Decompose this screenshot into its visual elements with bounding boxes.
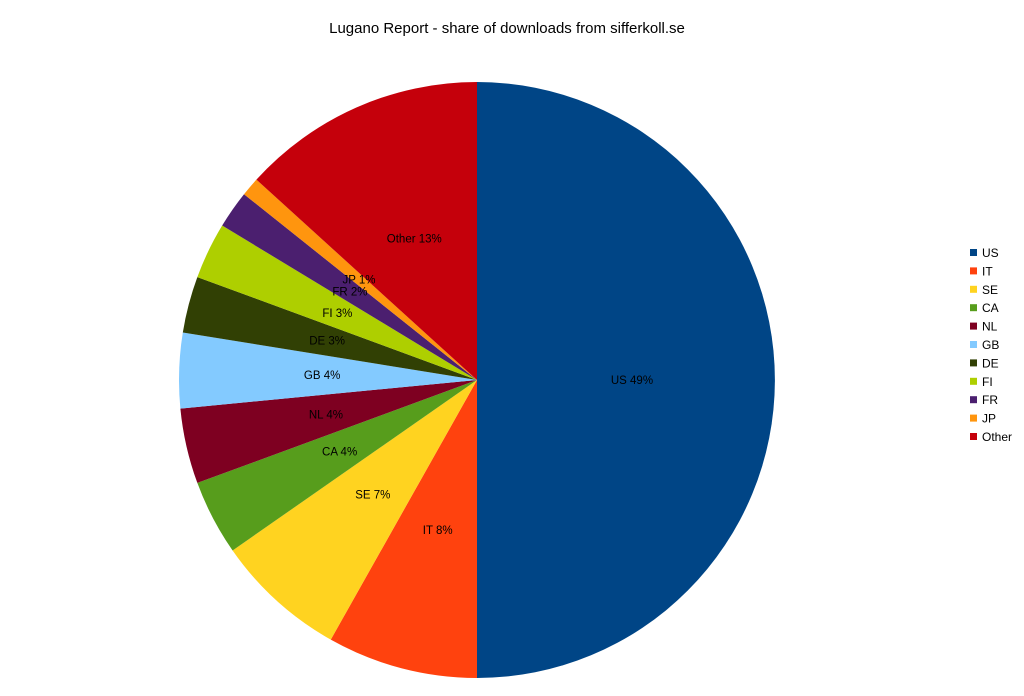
chart-title: Lugano Report - share of downloads from … <box>329 20 685 37</box>
legend-swatch-jp <box>970 414 977 422</box>
legend-label-se: SE <box>982 283 998 297</box>
pie-slice-se <box>232 380 477 640</box>
legend-label-gb: GB <box>982 338 999 352</box>
slice-label-fr: FR 2% <box>332 286 367 298</box>
legend-label-fi: FI <box>982 375 993 389</box>
slice-label-de: DE 3% <box>309 336 345 348</box>
slice-label-ca: CA 4% <box>322 447 357 459</box>
legend-label-us: US <box>982 246 999 260</box>
pie-slice-it <box>330 380 477 678</box>
legend-label-ca: CA <box>982 301 999 315</box>
legend-swatch-it <box>970 267 977 275</box>
legend-swatch-nl <box>970 322 977 330</box>
pie-slice-gb <box>178 332 477 409</box>
legend-swatch-gb <box>970 341 977 348</box>
legend: US IT SE CA NL GB DE FI FR JP Other <box>970 246 1012 444</box>
legend-label-it: IT <box>982 264 993 278</box>
pie-slice-jp <box>244 179 477 380</box>
slice-label-us: US 49% <box>611 375 653 387</box>
slice-label-other: Other 13% <box>387 233 442 245</box>
slice-label-se: SE 7% <box>355 490 390 502</box>
slice-label-fi: FI 3% <box>322 308 352 320</box>
legend-swatch-other <box>970 433 977 440</box>
pie-slice-de <box>182 277 477 380</box>
legend-label-other: Other <box>982 430 1012 444</box>
slice-labels: US 49% IT 8% SE 7% CA 4% NL 4% GB 4% DE 3% FI 3… <box>304 233 653 537</box>
legend-label-fr: FR <box>982 393 998 407</box>
slice-label-it: IT 8% <box>423 525 453 537</box>
legend-label-de: DE <box>982 356 999 370</box>
legend-swatch-ca <box>970 304 977 312</box>
legend-swatch-se <box>970 285 977 293</box>
legend-label-jp: JP <box>982 412 996 426</box>
pie-slice-ca <box>197 380 477 551</box>
legend-label-nl: NL <box>982 320 998 334</box>
slice-label-jp: JP 1% <box>342 275 375 287</box>
pie-slice-other <box>256 82 477 380</box>
pie-slice-fr <box>222 194 477 380</box>
pie-slice-fi <box>197 225 477 380</box>
pie-slices <box>178 82 775 678</box>
legend-swatch-fr <box>970 396 977 404</box>
pie-slice-us <box>477 82 775 678</box>
legend-swatch-fi <box>970 377 977 385</box>
legend-swatch-us <box>970 249 977 256</box>
slice-label-nl: NL 4% <box>309 409 343 421</box>
pie-slice-nl <box>180 380 478 483</box>
legend-swatch-de <box>970 359 977 367</box>
slice-label-gb: GB 4% <box>304 370 340 382</box>
